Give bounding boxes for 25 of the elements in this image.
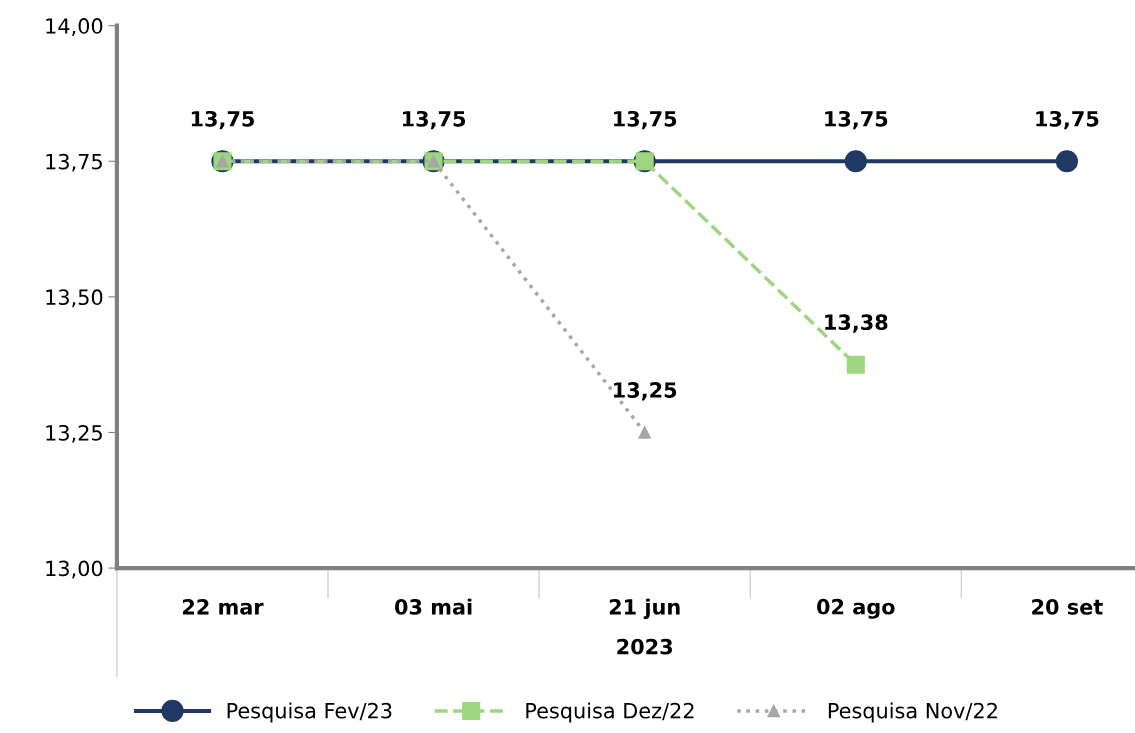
data-label: 13,25: [614, 382, 677, 401]
x-axis-title: 2023: [617, 638, 673, 655]
data-label: 13,75: [402, 110, 466, 130]
point: [846, 355, 865, 374]
x-tick-label: 02 ago: [817, 598, 895, 619]
x-tick-label: 20 set: [1032, 599, 1103, 615]
legend-label: Pesquisa Nov/22: [828, 702, 997, 723]
data-label: 13,75: [825, 110, 888, 130]
point: [1055, 150, 1079, 173]
legend-label: Pesquisa Fev/23: [227, 702, 392, 723]
y-tick-label: 13,75: [46, 153, 102, 172]
x-tick-label: 22 mar: [182, 599, 264, 615]
data-label: 13,75: [191, 110, 254, 130]
legend-label: Pesquisa Dez/22: [526, 702, 694, 723]
data-label: 13,75: [614, 110, 677, 130]
y-tick-label: 13,50: [46, 289, 103, 308]
point: [844, 150, 867, 173]
y-tick-label: 14,00: [46, 18, 103, 36]
y-tick-label: 13,25: [46, 424, 102, 443]
point: [638, 426, 651, 439]
x-tick-label: 03 mai: [394, 598, 472, 615]
data-label: 13,75: [1036, 110, 1099, 130]
y-tick-label: 13,00: [46, 560, 103, 579]
x-tick-label: 21 jun: [609, 598, 680, 619]
data-label: 13,38: [825, 314, 888, 333]
